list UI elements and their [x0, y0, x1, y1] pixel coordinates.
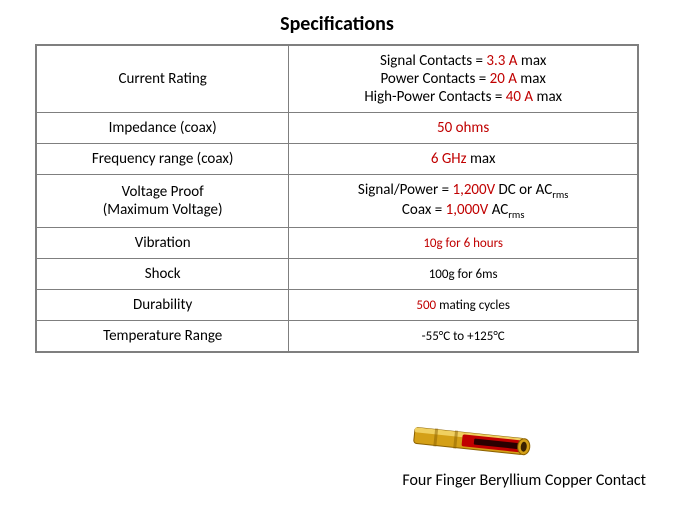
spec-label: Temperature Range	[36, 321, 289, 353]
spec-label: Impedance (coax)	[36, 113, 289, 144]
table-row: Voltage Proof(Maximum Voltage)Signal/Pow…	[36, 175, 638, 228]
specs-table-body: Current RatingSignal Contacts = 3.3 A ma…	[36, 45, 638, 352]
spec-label: Durability	[36, 290, 289, 321]
table-row: Current RatingSignal Contacts = 3.3 A ma…	[36, 45, 638, 113]
table-row: Durability500 mating cycles	[36, 290, 638, 321]
page-title: Specifications	[0, 0, 674, 44]
connector-caption: Four Finger Beryllium Copper Contact	[402, 471, 646, 490]
table-row: Shock100g for 6ms	[36, 259, 638, 290]
spec-value: Signal/Power = 1,200V DC or ACrmsCoax = …	[289, 175, 638, 228]
table-row: Impedance (coax)50 ohms	[36, 113, 638, 144]
spec-label: Shock	[36, 259, 289, 290]
spec-label: Frequency range (coax)	[36, 144, 289, 175]
specs-table: Current RatingSignal Contacts = 3.3 A ma…	[35, 44, 639, 353]
table-row: Temperature Range-55°C to +125°C	[36, 321, 638, 353]
spec-value: 500 mating cycles	[289, 290, 638, 321]
spec-label: Vibration	[36, 228, 289, 259]
connector-illustration	[404, 422, 554, 462]
spec-label: Voltage Proof(Maximum Voltage)	[36, 175, 289, 228]
spec-value: Signal Contacts = 3.3 A maxPower Contact…	[289, 45, 638, 113]
table-row: Vibration10g for 6 hours	[36, 228, 638, 259]
table-row: Frequency range (coax)6 GHz max	[36, 144, 638, 175]
spec-value: 50 ohms	[289, 113, 638, 144]
spec-value: -55°C to +125°C	[289, 321, 638, 353]
spec-value: 100g for 6ms	[289, 259, 638, 290]
spec-value: 10g for 6 hours	[289, 228, 638, 259]
spec-value: 6 GHz max	[289, 144, 638, 175]
spec-label: Current Rating	[36, 45, 289, 113]
